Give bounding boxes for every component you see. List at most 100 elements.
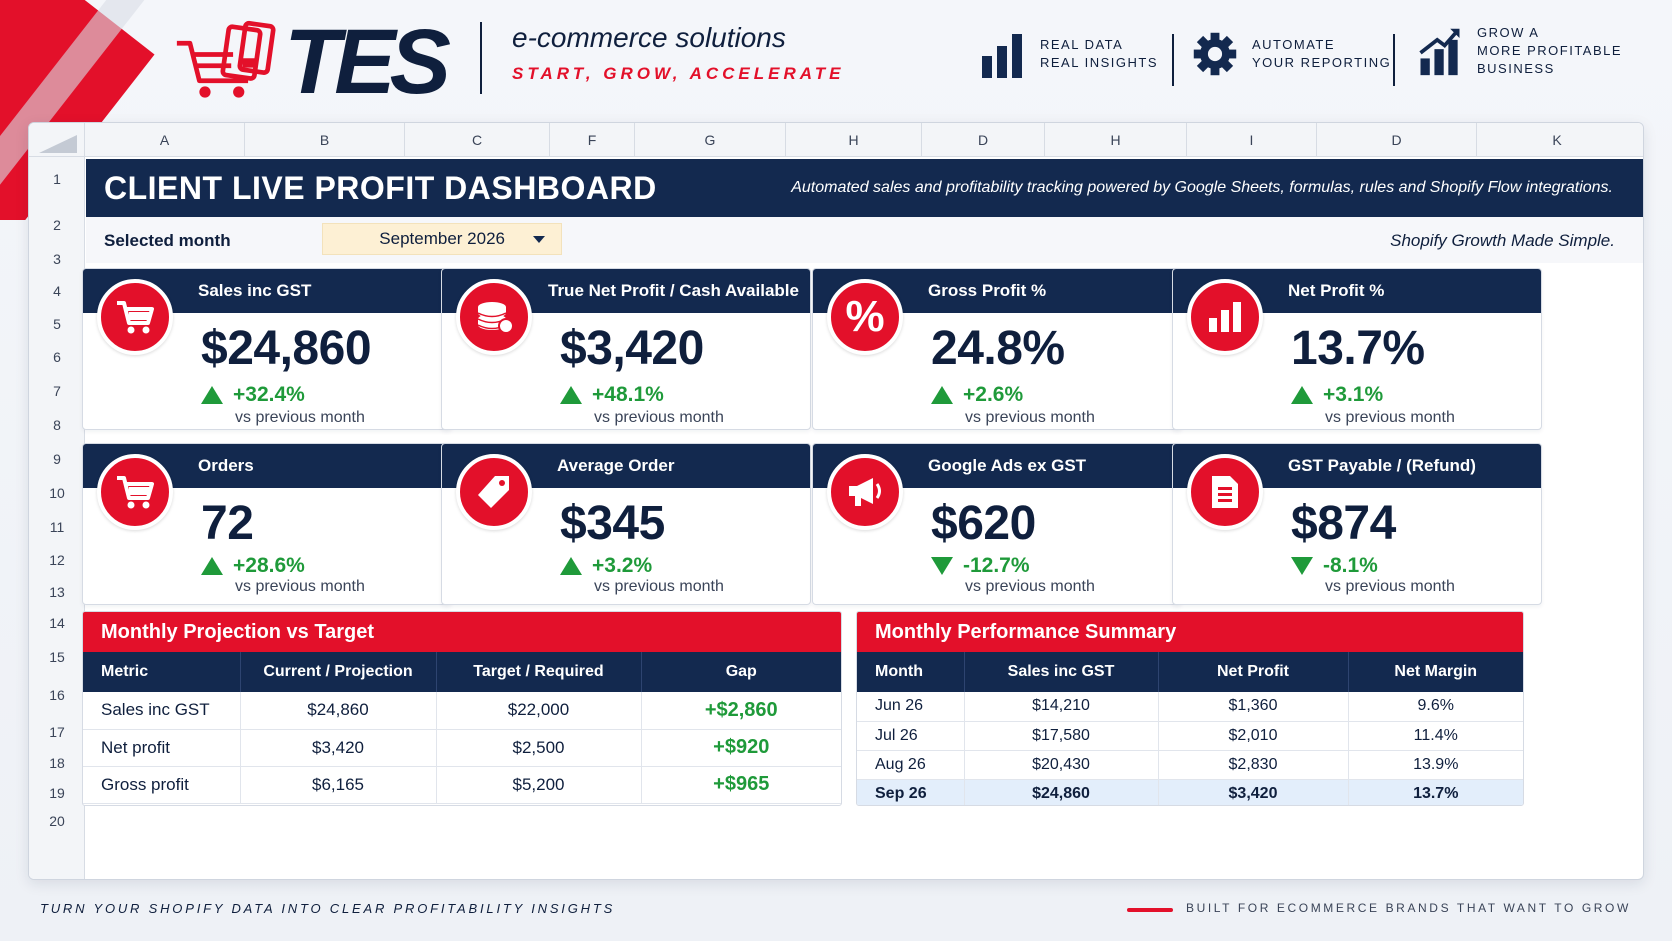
table-cell[interactable]: 11.4% <box>1348 721 1523 751</box>
growth-chart-icon <box>1419 28 1460 76</box>
column-header[interactable]: C <box>405 123 550 157</box>
table-cell[interactable]: 9.6% <box>1348 692 1523 722</box>
table-cell[interactable]: $5,200 <box>436 766 642 804</box>
column-header[interactable]: K <box>1552 132 1562 148</box>
row-header[interactable]: 5 <box>53 316 61 332</box>
kpi-delta: +3.2% <box>560 554 652 578</box>
table-cell[interactable]: $1,360 <box>1158 692 1349 722</box>
table-cell[interactable]: Jun 26 <box>857 692 965 722</box>
arrow-up-icon <box>201 386 223 404</box>
table-cell[interactable]: Net profit <box>83 729 241 767</box>
document-icon <box>1187 454 1263 530</box>
table-row-highlighted: Sep 26 $24,860 $3,420 13.7% <box>857 779 1523 805</box>
table-cell[interactable]: 13.9% <box>1348 750 1523 780</box>
kpi-card-orders: Orders 72 +28.6% vs previous month <box>82 443 452 605</box>
kpi-label: Google Ads ex GST <box>928 456 1087 475</box>
table-cell[interactable]: Gross profit <box>83 766 241 804</box>
row-header[interactable]: 19 <box>49 785 65 801</box>
row-header[interactable]: 6 <box>53 349 61 365</box>
table-cell[interactable]: $20,430 <box>964 750 1159 780</box>
table-row: Net profit $3,420 $2,500 +$920 <box>83 729 841 767</box>
footer-right-text: BUILT FOR ECOMMERCE BRANDS THAT WANT TO … <box>1186 901 1631 915</box>
table-row: Jul 26 $17,580 $2,010 11.4% <box>857 721 1523 751</box>
column-header[interactable]: F <box>550 123 635 157</box>
column-header[interactable]: G <box>635 123 786 157</box>
column-header[interactable]: D <box>1317 123 1477 157</box>
kpi-delta: -12.7% <box>931 554 1030 578</box>
kpi-note: vs previous month <box>594 578 724 595</box>
column-header[interactable]: A <box>85 123 245 157</box>
row-header[interactable]: 20 <box>49 813 65 829</box>
table-cell[interactable]: $3,420 <box>1158 779 1349 805</box>
row-header[interactable]: 10 <box>49 485 65 501</box>
arrow-up-icon <box>1291 386 1313 404</box>
row-header[interactable]: 16 <box>49 687 65 703</box>
table-cell[interactable]: $24,860 <box>964 779 1159 805</box>
month-dropdown[interactable]: September 2026 <box>322 223 562 255</box>
kpi-note: vs previous month <box>594 409 724 426</box>
feature-line: BUSINESS <box>1477 61 1555 76</box>
row-header[interactable]: 15 <box>49 649 65 665</box>
column-header[interactable]: H <box>1045 123 1187 157</box>
bar-chart-icon <box>982 34 1022 78</box>
arrow-up-icon <box>560 557 582 575</box>
table-cell[interactable]: $24,860 <box>240 692 437 730</box>
row-header[interactable]: 11 <box>49 519 65 535</box>
row-header[interactable]: 13 <box>49 584 65 600</box>
table-cell[interactable]: $14,210 <box>964 692 1159 722</box>
table-header: Sales inc GST <box>964 652 1159 692</box>
logo-text: TES <box>284 11 451 113</box>
kpi-label: Orders <box>198 456 254 475</box>
table-cell[interactable]: 13.7% <box>1348 779 1523 805</box>
row-header[interactable]: 18 <box>49 755 65 771</box>
table-cell[interactable]: $2,500 <box>436 729 642 767</box>
table-header: Month <box>857 652 965 692</box>
row-header[interactable]: 12 <box>49 552 65 568</box>
row-header[interactable]: 4 <box>53 283 61 299</box>
kpi-label: Gross Profit % <box>928 281 1047 300</box>
column-header[interactable]: H <box>786 123 922 157</box>
table-cell[interactable]: Sep 26 <box>857 779 965 805</box>
select-all-corner[interactable] <box>29 123 85 157</box>
header-divider <box>480 22 482 94</box>
column-header[interactable]: D <box>922 123 1045 157</box>
row-header[interactable]: 8 <box>53 417 61 433</box>
table-cell[interactable]: Sales inc GST <box>83 692 241 730</box>
column-header[interactable]: I <box>1187 123 1317 157</box>
feature-divider <box>1172 34 1174 86</box>
dashboard-title-bar: CLIENT LIVE PROFIT DASHBOARD Automated s… <box>86 159 1643 217</box>
table-header: Gap <box>641 652 841 692</box>
kpi-value: $3,420 <box>560 322 704 375</box>
row-header[interactable]: 14 <box>49 615 65 631</box>
row-header[interactable]: 7 <box>53 383 61 399</box>
kpi-value: $345 <box>560 497 665 550</box>
table-cell[interactable]: $2,010 <box>1158 721 1349 751</box>
feature-divider <box>1393 34 1395 86</box>
table-header: Net Margin <box>1348 652 1523 692</box>
table-cell[interactable]: +$2,860 <box>641 692 841 730</box>
tagline-sub: START, GROW, ACCELERATE <box>512 64 845 83</box>
row-header[interactable]: 1 <box>53 171 61 187</box>
arrow-up-icon <box>931 386 953 404</box>
row-header[interactable]: 17 <box>49 724 65 740</box>
table-cell[interactable]: $2,830 <box>1158 750 1349 780</box>
table-cell[interactable]: +$965 <box>641 766 841 804</box>
table-cell[interactable]: Aug 26 <box>857 750 965 780</box>
table-cell[interactable]: $3,420 <box>240 729 437 767</box>
kpi-delta-value: +2.6% <box>963 383 1024 406</box>
table-cell[interactable]: $6,165 <box>240 766 437 804</box>
table-cell[interactable]: $17,580 <box>964 721 1159 751</box>
column-header[interactable]: B <box>245 123 405 157</box>
table-cell[interactable]: +$920 <box>641 729 841 767</box>
row-header[interactable]: 2 <box>53 217 61 233</box>
row-header[interactable]: 9 <box>53 451 61 467</box>
kpi-delta: +32.4% <box>201 383 305 407</box>
kpi-note: vs previous month <box>235 578 365 595</box>
kpi-value: 13.7% <box>1291 322 1425 375</box>
table-cell[interactable]: $22,000 <box>436 692 642 730</box>
table-cell[interactable]: Jul 26 <box>857 721 965 751</box>
row-header[interactable]: 3 <box>53 251 61 267</box>
kpi-note: vs previous month <box>1325 578 1455 595</box>
feature-line: REAL DATA <box>1040 37 1124 52</box>
kpi-delta-value: +28.6% <box>233 554 305 577</box>
